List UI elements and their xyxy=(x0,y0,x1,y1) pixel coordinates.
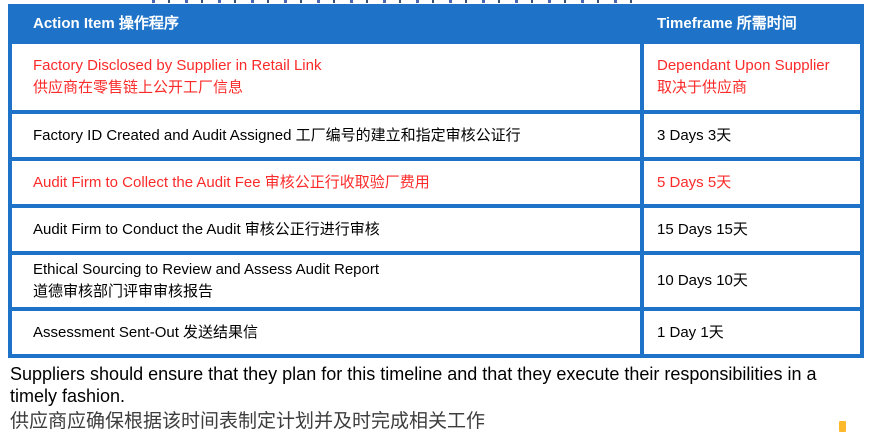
action-text-en: Factory Disclosed by Supplier in Retail … xyxy=(33,57,322,75)
action-text: Audit Firm to Collect the Audit Fee 审核公正… xyxy=(33,173,430,191)
action-text-en: Ethical Sourcing to Review and Assess Au… xyxy=(33,261,380,279)
audit-timeline-table: Action Item 操作程序 Timeframe 所需时间 Factory … xyxy=(8,4,864,358)
timeframe-text: 3 Days 3天 xyxy=(657,126,732,144)
column-header-timeframe-label: Timeframe 所需时间 xyxy=(657,15,797,33)
action-text: Factory ID Created and Audit Assigned 工厂… xyxy=(33,126,521,144)
orange-edge-marker xyxy=(839,421,846,432)
table-row: Factory Disclosed by Supplier in Retail … xyxy=(8,40,864,114)
footer-note-en-line1: Suppliers should ensure that they plan f… xyxy=(10,364,817,384)
timeframe-text: 15 Days 15天 xyxy=(657,220,748,238)
timeframe-cell: 10 Days 10天 xyxy=(640,251,864,311)
footer-note: Suppliers should ensure that they plan f… xyxy=(10,364,866,432)
footer-note-en-line2: timely fashion. xyxy=(10,385,126,406)
timeframe-text-zh: 取决于供应商 xyxy=(657,79,748,96)
action-cell: Audit Firm to Collect the Audit Fee 审核公正… xyxy=(8,157,644,208)
timeframe-text: 10 Days 10天 xyxy=(657,272,748,290)
action-text-zh: 供应商在零售链上公开工厂信息 xyxy=(33,79,244,96)
action-text-zh: 道德审核部门评审审核报告 xyxy=(33,283,214,300)
column-header-timeframe: Timeframe 所需时间 xyxy=(640,4,864,44)
timeframe-cell: 3 Days 3天 xyxy=(640,110,864,161)
action-cell: Factory Disclosed by Supplier in Retail … xyxy=(8,40,644,114)
table-row: Factory ID Created and Audit Assigned 工厂… xyxy=(8,110,864,161)
table-row: Audit Firm to Conduct the Audit 审核公正行进行审… xyxy=(8,204,864,255)
timeframe-text: 1 Day 1天 xyxy=(657,323,724,341)
action-cell: Assessment Sent-Out 发送结果信 xyxy=(8,307,644,358)
action-text: Audit Firm to Conduct the Audit 审核公正行进行审… xyxy=(33,220,380,238)
column-header-action-item: Action Item 操作程序 xyxy=(8,4,644,44)
action-cell: Factory ID Created and Audit Assigned 工厂… xyxy=(8,110,644,161)
table-header-row: Action Item 操作程序 Timeframe 所需时间 xyxy=(8,4,864,44)
column-header-action-item-label: Action Item 操作程序 xyxy=(33,15,179,33)
timeframe-text: 5 Days 5天 xyxy=(657,173,732,191)
action-cell: Ethical Sourcing to Review and Assess Au… xyxy=(8,251,644,311)
table-row: Audit Firm to Collect the Audit Fee 审核公正… xyxy=(8,157,864,208)
timeframe-cell: 1 Day 1天 xyxy=(640,307,864,358)
footer-note-zh: 供应商应确保根据该时间表制定计划并及时完成相关工作 xyxy=(10,410,486,432)
timeframe-text-en: Dependant Upon Supplier xyxy=(657,57,830,75)
timeframe-cell: Dependant Upon Supplier 取决于供应商 xyxy=(640,40,864,114)
action-cell: Audit Firm to Conduct the Audit 审核公正行进行审… xyxy=(8,204,644,255)
action-text: Assessment Sent-Out 发送结果信 xyxy=(33,323,259,341)
table-row: Ethical Sourcing to Review and Assess Au… xyxy=(8,251,864,311)
timeframe-cell: 15 Days 15天 xyxy=(640,204,864,255)
cropped-title-remnant xyxy=(152,0,644,3)
table-row: Assessment Sent-Out 发送结果信 1 Day 1天 xyxy=(8,307,864,358)
timeframe-cell: 5 Days 5天 xyxy=(640,157,864,208)
